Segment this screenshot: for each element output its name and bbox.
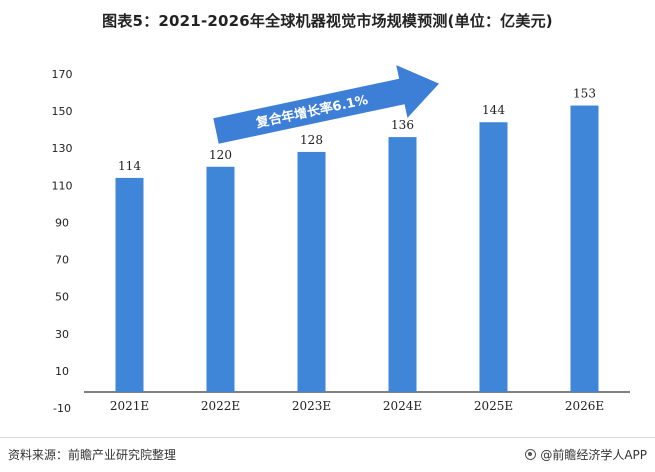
x-tick-label: 2025E	[474, 399, 513, 413]
x-tick-label: 2026E	[565, 399, 604, 413]
x-tick-label: 2023E	[292, 399, 331, 413]
x-tick-label: 2021E	[110, 399, 149, 413]
y-tick-label: 50	[55, 291, 69, 304]
source-note: 资料来源：前瞻产业研究院整理	[8, 448, 177, 462]
x-tick-label: 2022E	[201, 399, 240, 413]
bar-value-label: 136	[391, 118, 414, 132]
bar	[570, 105, 599, 393]
chart-title: 图表5：2021-2026年全球机器视觉市场规模预测(单位：亿美元)	[102, 12, 553, 30]
bar	[115, 177, 144, 392]
brand-text: @前瞻经济学人APP	[540, 448, 647, 462]
bar-value-label: 144	[482, 103, 505, 117]
brand-credit: @前瞻经济学人APP	[525, 446, 647, 463]
brand-logo-icon	[525, 449, 537, 460]
y-tick-label: 30	[55, 328, 69, 341]
bar-value-label: 153	[573, 87, 596, 101]
y-tick-label: 130	[52, 142, 73, 155]
bar-value-label: 114	[118, 159, 141, 173]
bar-value-label: 120	[209, 148, 232, 162]
y-tick-label: 70	[55, 254, 69, 267]
y-tick-label: 90	[55, 216, 69, 229]
bar	[206, 166, 235, 392]
y-tick-label: 10	[55, 365, 69, 378]
growth-arrow-shape	[213, 65, 440, 144]
y-tick-label: 170	[52, 68, 73, 81]
y-tick-label: 110	[52, 179, 73, 192]
bar	[297, 151, 326, 392]
bar	[388, 137, 417, 392]
footer: 资料来源：前瞻产业研究院整理 @前瞻经济学人APP	[0, 437, 655, 472]
y-tick-label: 150	[52, 105, 73, 118]
bar	[479, 122, 508, 392]
y-tick-label: -10	[53, 402, 71, 415]
x-tick-label: 2024E	[383, 399, 422, 413]
bar-value-label: 128	[300, 133, 323, 147]
